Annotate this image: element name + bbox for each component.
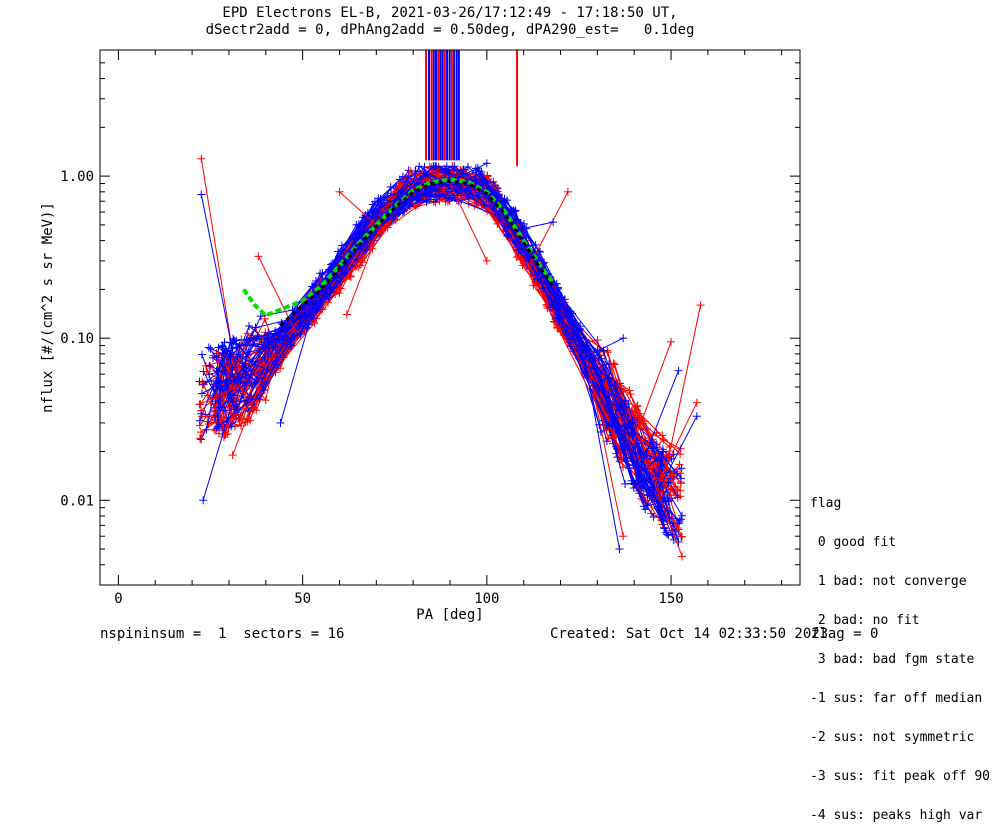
spectrum-trace <box>222 167 685 541</box>
spectrum-trace <box>210 163 665 468</box>
footer-spin-info: nspininsum = 1 sectors = 16 <box>100 627 344 642</box>
data-point <box>387 183 395 191</box>
x-tick-label: 0 <box>114 591 122 607</box>
data-point <box>197 191 205 199</box>
data-point <box>678 552 686 560</box>
data-point <box>252 324 260 332</box>
data-point <box>564 188 572 196</box>
footer-created-timestamp: Created: Sat Oct 14 02:33:50 2023 <box>550 627 828 642</box>
x-axis-label: PA [deg] <box>416 607 483 623</box>
spectrum-trace <box>218 187 683 527</box>
data-point <box>619 532 627 540</box>
y-tick-label: 0.01 <box>60 493 94 509</box>
legend-item: 3 bad: bad fgm state <box>810 653 990 666</box>
spectrum-trace <box>209 176 675 495</box>
data-point <box>254 252 262 260</box>
spectrum-trace <box>198 162 664 462</box>
spectrum-trace <box>225 177 685 524</box>
data-point <box>343 311 351 319</box>
data-layer <box>195 50 704 560</box>
flag-legend: flag 0 good fit 1 bad: not converge 2 ba… <box>810 471 990 835</box>
data-point <box>615 545 623 553</box>
x-tick-label: 150 <box>658 591 683 607</box>
data-point <box>206 345 214 353</box>
chart-title-line-1: EPD Electrons EL-B, 2021-03-26/17:12:49 … <box>0 6 900 21</box>
y-tick-label: 1.00 <box>60 169 94 185</box>
data-point <box>697 301 705 309</box>
data-point <box>205 344 213 352</box>
data-point <box>483 257 491 265</box>
data-point <box>198 350 206 358</box>
data-point <box>483 159 491 167</box>
data-point <box>199 496 207 504</box>
y-axis-label: nflux [#/(cm^2 s sr MeV)] <box>40 202 56 413</box>
data-point <box>415 162 423 170</box>
x-tick-label: 50 <box>294 591 311 607</box>
y-tick-label: 0.10 <box>60 331 94 347</box>
chart-title-line-2: dSectr2add = 0, dPhAng2add = 0.50deg, dP… <box>0 23 900 38</box>
legend-item: -3 sus: fit peak off 90 <box>810 770 990 783</box>
data-point <box>196 417 204 425</box>
spectrum-trace <box>225 178 671 538</box>
legend-item: -4 sus: peaks high var <box>810 809 990 822</box>
data-point <box>229 451 237 459</box>
spectrum-trace <box>207 170 667 484</box>
data-point <box>667 338 675 346</box>
footer-flag: flag = 0 <box>811 627 878 642</box>
legend-title: flag <box>810 497 990 510</box>
x-tick-label: 100 <box>474 591 499 607</box>
legend-item: -2 sus: not symmetric <box>810 731 990 744</box>
legend-item: -1 sus: far off median <box>810 692 990 705</box>
data-point <box>619 334 627 342</box>
data-point <box>693 412 701 420</box>
data-point <box>198 390 206 398</box>
data-point <box>277 419 285 427</box>
legend-item: 1 bad: not converge <box>810 575 990 588</box>
data-point <box>674 367 682 375</box>
legend-item: 0 good fit <box>810 536 990 549</box>
data-point <box>197 155 205 163</box>
data-point <box>693 399 701 407</box>
